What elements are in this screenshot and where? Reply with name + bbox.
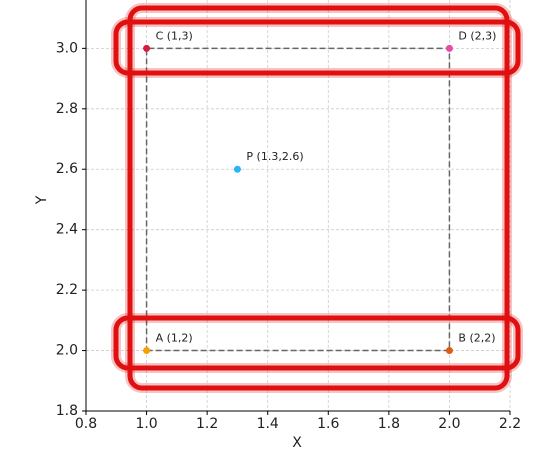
- point-label: P (1.3,2.6): [246, 150, 303, 163]
- point: [143, 347, 151, 355]
- x-tick-label: 1.4: [257, 416, 279, 432]
- y-tick-label: 2.0: [56, 343, 78, 359]
- x-tick-label: 1.2: [196, 416, 218, 432]
- outline: [145, 47, 451, 352]
- x-tick-label: 1.6: [317, 416, 339, 432]
- y-tick-label: 2.2: [56, 282, 78, 298]
- y-tick-label: 3.0: [56, 40, 78, 56]
- point: [445, 347, 453, 355]
- plot-area: 0.8 1.0 1.2 1.4 1.6 1.8 2.0 2.2 1.8 2.0 2.2 2.4 2.6 2…: [56, 0, 521, 432]
- y-axis-label: Y: [34, 195, 50, 205]
- highlight-box: [113, 19, 521, 76]
- point-label: A (1,2): [156, 332, 193, 345]
- point: [233, 165, 241, 173]
- x-tick-label: 2.2: [499, 416, 521, 432]
- highlights: [111, 3, 523, 393]
- highlight-box: [113, 315, 521, 371]
- x-tick-label: 0.8: [75, 416, 97, 432]
- y-tick-label: 2.8: [56, 101, 78, 117]
- y-tick-label: 2.4: [56, 222, 78, 238]
- x-tick-label: 1.0: [135, 416, 157, 432]
- y-tick-label: 1.8: [56, 403, 78, 419]
- point-label: B (2,2): [458, 332, 495, 345]
- highlight-box: [127, 5, 510, 391]
- x-tick-label: 1.8: [378, 416, 400, 432]
- x-tick-label: 2.0: [438, 416, 460, 432]
- point: [143, 44, 151, 52]
- y-tick-label: 2.6: [56, 161, 78, 177]
- point: [445, 44, 453, 52]
- x-axis-label: X: [292, 435, 302, 451]
- point-label: D (2,3): [458, 29, 496, 42]
- point-label: C (1,3): [156, 29, 193, 42]
